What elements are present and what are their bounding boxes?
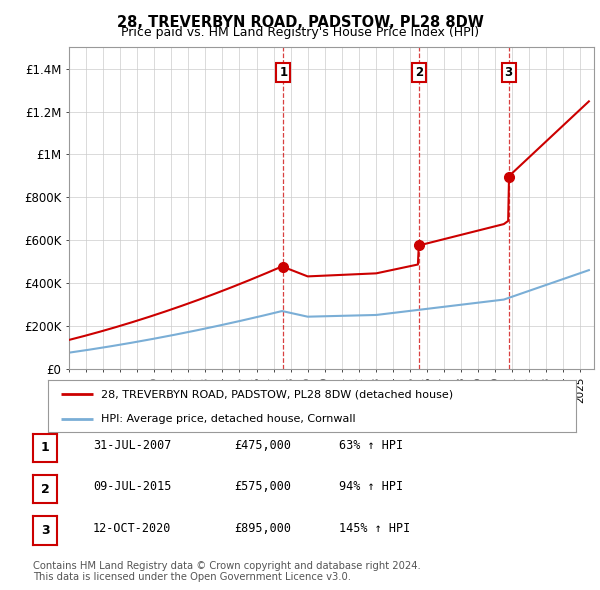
Text: 3: 3 — [41, 524, 49, 537]
Text: Contains HM Land Registry data © Crown copyright and database right 2024.
This d: Contains HM Land Registry data © Crown c… — [33, 560, 421, 582]
Text: 94% ↑ HPI: 94% ↑ HPI — [339, 480, 403, 493]
Text: 1: 1 — [41, 441, 49, 454]
Text: 2: 2 — [415, 67, 423, 80]
Text: 09-JUL-2015: 09-JUL-2015 — [93, 480, 172, 493]
Text: £895,000: £895,000 — [234, 522, 291, 535]
Text: £575,000: £575,000 — [234, 480, 291, 493]
Text: 28, TREVERBYN ROAD, PADSTOW, PL28 8DW: 28, TREVERBYN ROAD, PADSTOW, PL28 8DW — [116, 15, 484, 30]
Text: 1: 1 — [280, 67, 287, 80]
Text: Price paid vs. HM Land Registry's House Price Index (HPI): Price paid vs. HM Land Registry's House … — [121, 26, 479, 39]
Text: 12-OCT-2020: 12-OCT-2020 — [93, 522, 172, 535]
Text: 63% ↑ HPI: 63% ↑ HPI — [339, 439, 403, 452]
Text: 2: 2 — [41, 483, 49, 496]
Text: £475,000: £475,000 — [234, 439, 291, 452]
Text: 145% ↑ HPI: 145% ↑ HPI — [339, 522, 410, 535]
Text: HPI: Average price, detached house, Cornwall: HPI: Average price, detached house, Corn… — [101, 414, 355, 424]
Text: 28, TREVERBYN ROAD, PADSTOW, PL28 8DW (detached house): 28, TREVERBYN ROAD, PADSTOW, PL28 8DW (d… — [101, 389, 453, 399]
Text: 3: 3 — [505, 67, 512, 80]
Text: 31-JUL-2007: 31-JUL-2007 — [93, 439, 172, 452]
